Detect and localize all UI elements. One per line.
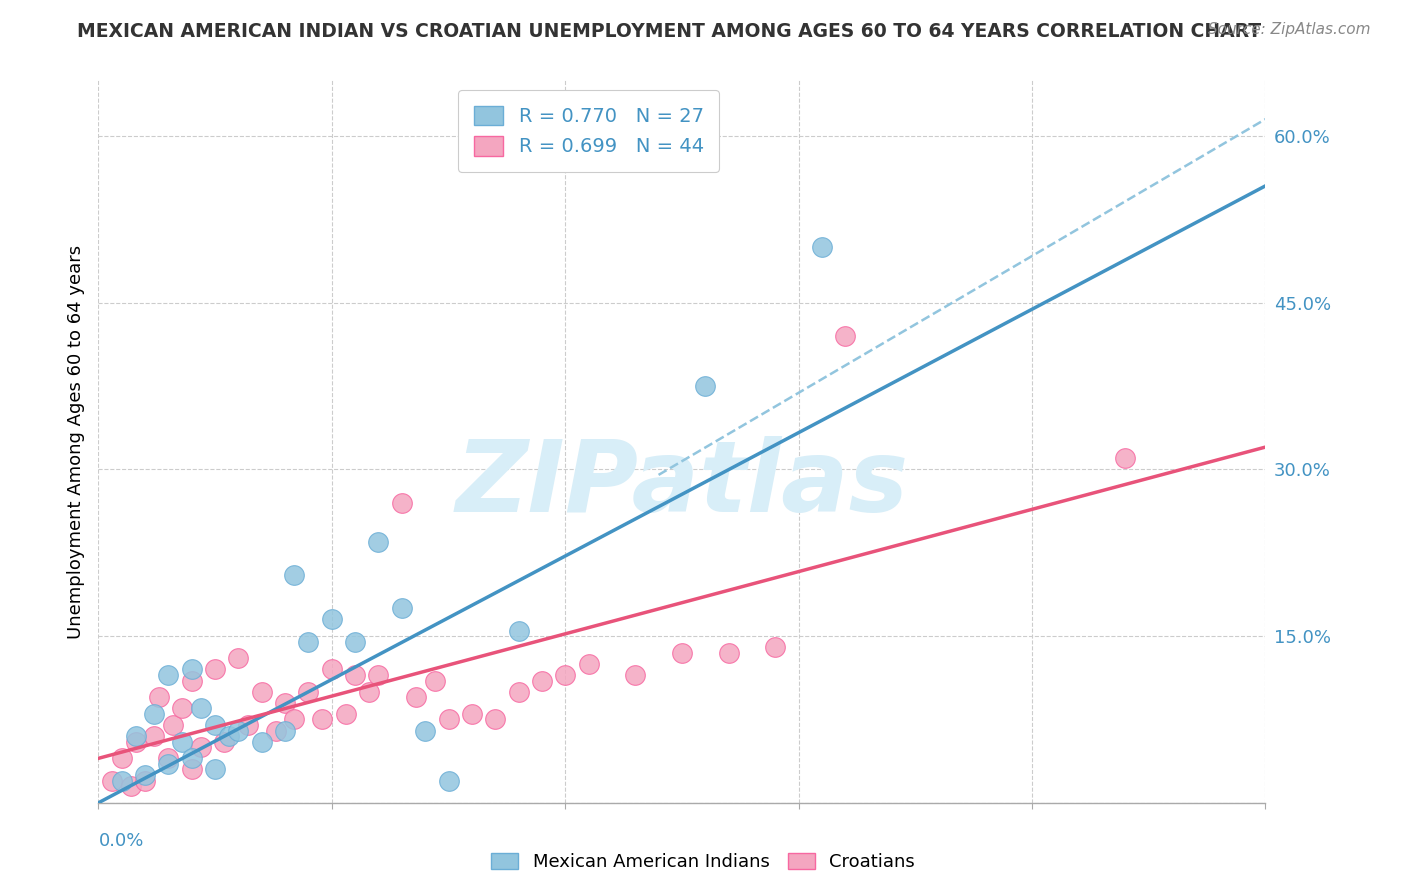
Point	[283, 713, 305, 727]
Point	[624, 668, 647, 682]
Point	[578, 657, 600, 671]
Point	[125, 734, 148, 748]
Point	[811, 240, 834, 254]
Point	[391, 601, 413, 615]
Point	[162, 718, 184, 732]
Point	[228, 723, 250, 738]
Point	[236, 718, 259, 732]
Point	[344, 668, 367, 682]
Y-axis label: Unemployment Among Ages 60 to 64 years: Unemployment Among Ages 60 to 64 years	[66, 244, 84, 639]
Point	[297, 684, 319, 698]
Point	[554, 668, 576, 682]
Point	[134, 773, 156, 788]
Text: Source: ZipAtlas.com: Source: ZipAtlas.com	[1208, 22, 1371, 37]
Legend: R = 0.770   N = 27, R = 0.699   N = 44: R = 0.770 N = 27, R = 0.699 N = 44	[458, 90, 720, 172]
Point	[437, 713, 460, 727]
Point	[508, 624, 530, 638]
Legend: Mexican American Indians, Croatians: Mexican American Indians, Croatians	[484, 846, 922, 879]
Point	[125, 729, 148, 743]
Point	[264, 723, 287, 738]
Point	[204, 718, 226, 732]
Point	[157, 751, 180, 765]
Point	[763, 640, 786, 655]
Point	[134, 768, 156, 782]
Point	[218, 729, 240, 743]
Point	[671, 646, 693, 660]
Point	[423, 673, 446, 688]
Point	[437, 773, 460, 788]
Point	[111, 751, 134, 765]
Point	[148, 690, 170, 705]
Point	[283, 568, 305, 582]
Point	[695, 379, 717, 393]
Point	[274, 723, 297, 738]
Text: 0.0%: 0.0%	[98, 831, 143, 850]
Point	[530, 673, 553, 688]
Text: ZIPatlas: ZIPatlas	[456, 436, 908, 533]
Point	[321, 662, 343, 676]
Point	[335, 706, 357, 721]
Point	[172, 734, 194, 748]
Point	[508, 684, 530, 698]
Point	[321, 612, 343, 626]
Point	[367, 534, 389, 549]
Point	[405, 690, 427, 705]
Point	[228, 651, 250, 665]
Point	[461, 706, 484, 721]
Point	[180, 763, 202, 777]
Point	[214, 734, 236, 748]
Point	[120, 779, 142, 793]
Point	[180, 751, 202, 765]
Point	[344, 634, 367, 648]
Point	[190, 701, 212, 715]
Point	[311, 713, 333, 727]
Point	[143, 706, 166, 721]
Point	[359, 684, 381, 698]
Point	[111, 773, 134, 788]
Point	[413, 723, 436, 738]
Point	[190, 740, 212, 755]
Point	[157, 756, 180, 771]
Point	[297, 634, 319, 648]
Point	[250, 684, 273, 698]
Point	[1114, 451, 1136, 466]
Point	[834, 329, 856, 343]
Point	[204, 763, 226, 777]
Point	[101, 773, 124, 788]
Point	[180, 662, 202, 676]
Point	[250, 734, 273, 748]
Point	[484, 713, 506, 727]
Point	[204, 662, 226, 676]
Point	[157, 668, 180, 682]
Point	[274, 696, 297, 710]
Point	[367, 668, 389, 682]
Point	[143, 729, 166, 743]
Point	[172, 701, 194, 715]
Point	[391, 496, 413, 510]
Point	[717, 646, 740, 660]
Point	[180, 673, 202, 688]
Text: MEXICAN AMERICAN INDIAN VS CROATIAN UNEMPLOYMENT AMONG AGES 60 TO 64 YEARS CORRE: MEXICAN AMERICAN INDIAN VS CROATIAN UNEM…	[77, 22, 1261, 41]
